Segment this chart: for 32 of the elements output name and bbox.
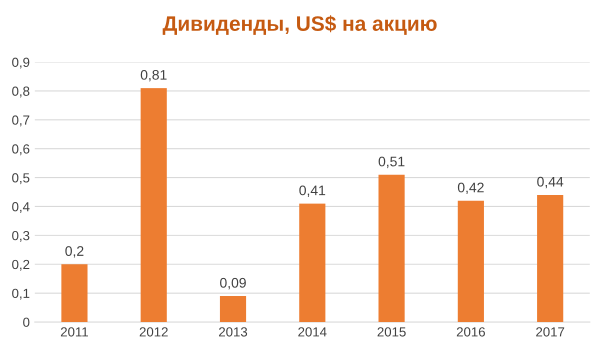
data-label: 0,81	[140, 70, 167, 82]
y-tick-label: 0,6	[12, 144, 30, 156]
y-tick-label: 0	[23, 318, 30, 327]
y-tick-label: 0,8	[12, 86, 30, 98]
chart-title: Дивиденды, US$ на акцию	[162, 15, 437, 35]
bar	[537, 194, 564, 322]
data-label: 0,51	[378, 156, 404, 168]
x-tick-label: 2013	[219, 327, 248, 337]
x-tick-label: 2014	[298, 327, 327, 337]
bar	[140, 88, 167, 322]
data-label: 0,09	[220, 278, 246, 290]
y-tick-label: 0,7	[12, 115, 30, 126]
data-label: 0,2	[65, 246, 84, 258]
bar	[458, 200, 484, 322]
bar	[378, 174, 405, 322]
data-label: 0,41	[299, 185, 326, 197]
x-tick-label: 2012	[140, 327, 168, 337]
bar	[61, 264, 88, 322]
y-tick-label: 0,3	[12, 230, 30, 242]
y-tick-label: 0,2	[12, 260, 30, 271]
bar	[299, 204, 326, 322]
y-tick-label: 0,9	[12, 58, 30, 69]
bar	[220, 296, 246, 322]
x-tick-label: 2017	[536, 327, 564, 337]
data-label: 0,44	[537, 176, 564, 188]
y-tick-label: 0,4	[12, 202, 30, 213]
y-tick-label: 0,5	[12, 173, 30, 184]
x-tick-label: 2015	[378, 327, 406, 337]
x-tick-label: 2016	[456, 327, 485, 337]
data-label: 0,42	[458, 182, 484, 194]
x-tick-label: 2011	[60, 327, 88, 337]
y-tick-label: 0,1	[12, 288, 30, 300]
